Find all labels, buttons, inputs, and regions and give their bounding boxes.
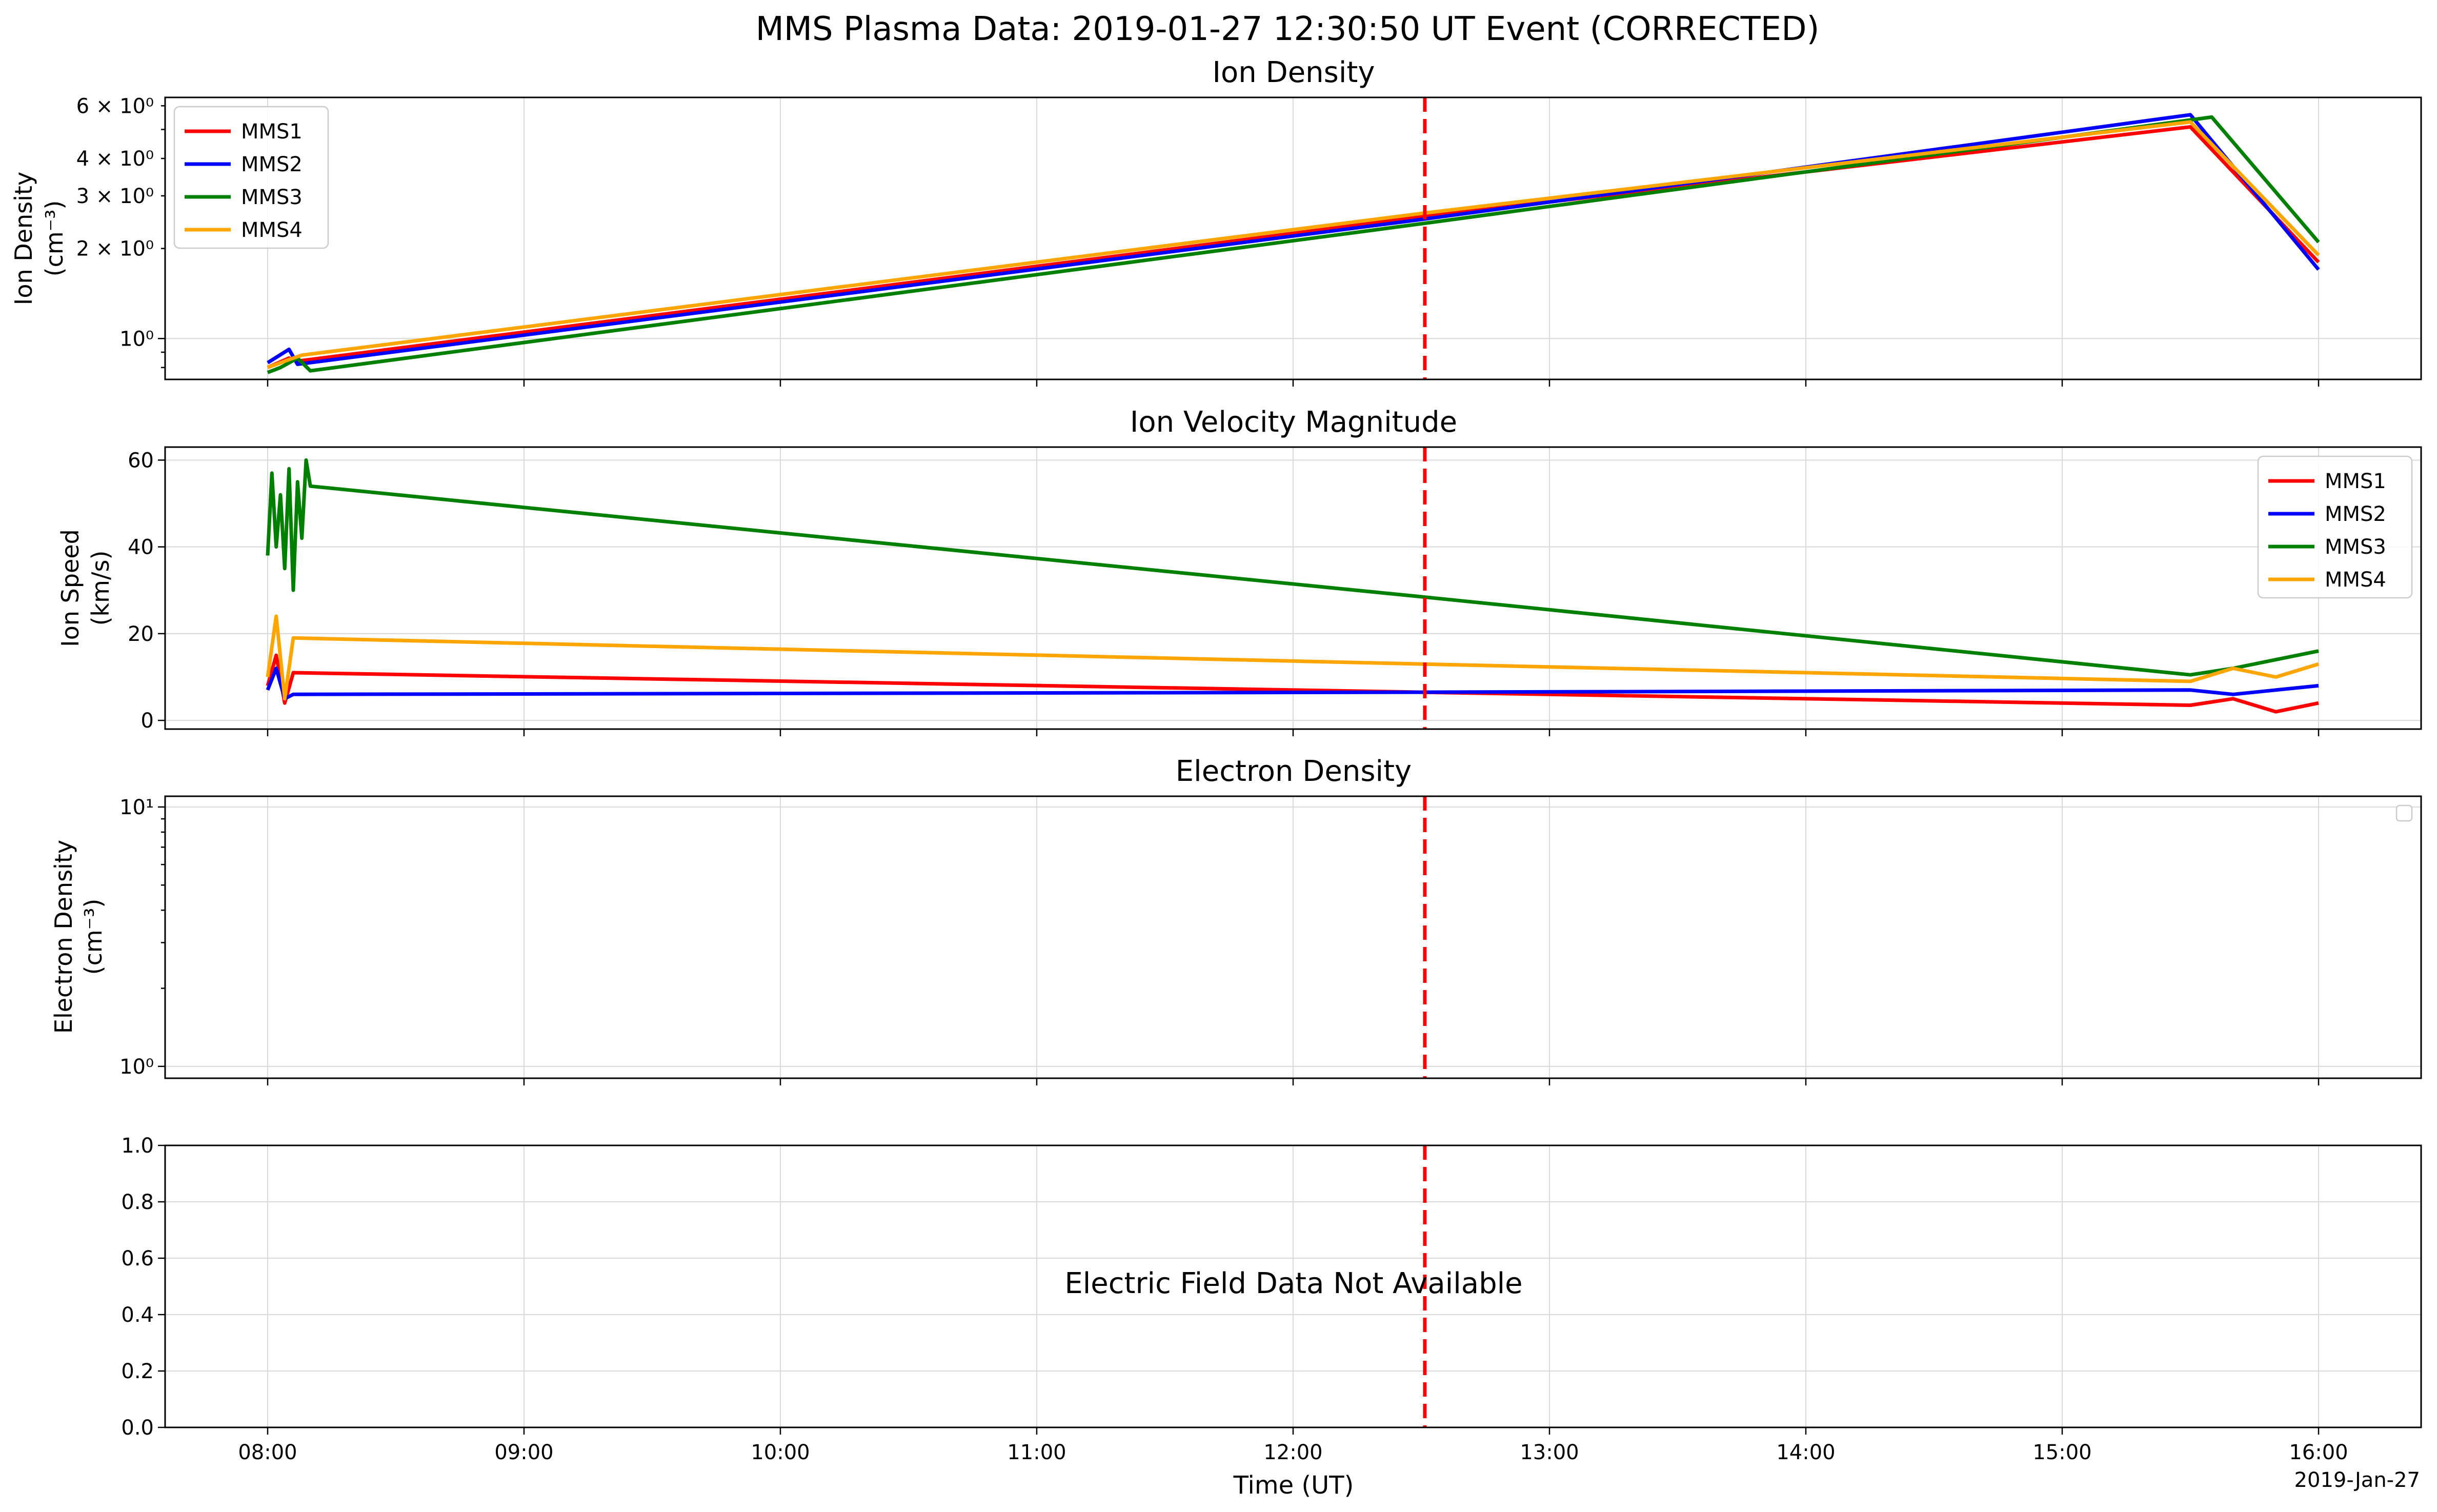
legend-label-mms2: MMS2 (241, 153, 303, 176)
figure-title: MMS Plasma Data: 2019-01-27 12:30:50 UT … (756, 10, 1820, 48)
y-tick-label: 3 × 10⁰ (76, 185, 154, 208)
x-tick-label: 09:00 (494, 1441, 553, 1464)
y-tick-label: 6 × 10⁰ (76, 94, 154, 118)
ion-density-series (267, 97, 2320, 379)
legend-label-mms1: MMS1 (2325, 470, 2386, 493)
electron-density-grid (165, 796, 2421, 1078)
ion-velocity-series (266, 447, 2320, 729)
electron-density-ylabel-line1: Electron Density (50, 840, 77, 1034)
x-tick-label: 08:00 (238, 1441, 297, 1464)
legend-box-empty (2395, 804, 2413, 822)
x-tick-label: 10:00 (751, 1441, 810, 1464)
ion-velocity-ylabel-line2: (km/s) (87, 551, 114, 626)
x-tick-label: 15:00 (2032, 1441, 2091, 1464)
ion-density-ylabel-line2: (cm⁻³) (41, 200, 68, 277)
legend-label-mms3: MMS3 (2325, 535, 2386, 559)
x-tick-label: 11:00 (1007, 1441, 1066, 1464)
electric-field-message: Electric Field Data Not Available (1064, 1267, 1522, 1300)
electron-density-title: Electron Density (1176, 755, 1412, 788)
x-tick-labels: 08:00 09:00 10:00 11:00 12:00 13:00 14:00 15:00… (238, 1441, 2348, 1464)
electron-density-panel: 10⁰ 10¹ Electron Density Electron Density… (50, 755, 2422, 1085)
y-tick-label: 0.2 (121, 1360, 154, 1383)
ion-velocity-title: Ion Velocity Magnitude (1130, 406, 1457, 439)
electric-field-panel: 0.0 0.2 0.4 0.6 0.8 1.0 Electric Field Data N… (121, 1134, 2422, 1440)
y-tick-label: 0.4 (121, 1303, 154, 1327)
series-line-mms4 (267, 120, 2320, 370)
x-tick-label: 16:00 (2289, 1441, 2348, 1464)
x-tick-label: 12:00 (1263, 1441, 1322, 1464)
x-tick-label: 14:00 (1776, 1441, 1835, 1464)
legend-box (173, 106, 329, 249)
legend-label-mms2: MMS2 (2325, 502, 2386, 526)
series-line-mms4 (266, 614, 2320, 701)
legend-box (2257, 455, 2413, 599)
series-line-mms3 (267, 115, 2320, 374)
x-tick-label: 13:00 (1520, 1441, 1579, 1464)
y-tick-label: 0.0 (121, 1416, 154, 1440)
y-tick-label: 10¹ (119, 796, 154, 819)
ion-density-ylabel-line1: Ion Density (10, 172, 37, 305)
y-tick-label: 20 (128, 622, 154, 646)
y-tick-label: 1.0 (121, 1134, 154, 1158)
legend-label-mms4: MMS4 (2325, 568, 2386, 592)
legend: MMS1 MMS2 MMS3 MMS4 (2257, 455, 2413, 599)
ion-velocity-panel: 0 20 40 60 MMS1 MMS2 MMS3 MMS4 Ion Velocity Mag… (56, 406, 2422, 736)
y-tick-label: 0.6 (121, 1247, 154, 1271)
series-line-mms3 (266, 458, 2319, 677)
x-axis-label: Time (UT) (1233, 1471, 1354, 1500)
series-line-mms2 (267, 113, 2320, 366)
y-tick-label: 0 (141, 709, 154, 733)
legend-label-mms1: MMS1 (241, 120, 303, 144)
legend-label-mms4: MMS4 (241, 218, 303, 242)
date-label: 2019-Jan-27 (2294, 1468, 2420, 1492)
y-tick-label: 0.8 (121, 1191, 154, 1214)
ion-velocity-ylabel-line1: Ion Speed (56, 529, 84, 647)
y-tick-label: 4 × 10⁰ (76, 147, 154, 171)
y-tick-label: 60 (128, 449, 154, 472)
electron-density-axes: 10⁰ 10¹ (119, 795, 2422, 1085)
y-tick-label: 10⁰ (119, 327, 154, 351)
electric-field-axes: 0.0 0.2 0.4 0.6 0.8 1.0 (121, 1134, 2422, 1440)
series-line-mms2 (266, 667, 2319, 701)
electron-density-ylabel-line2: (cm⁻³) (79, 899, 107, 975)
legend: MMS1 MMS2 MMS3 MMS4 (173, 106, 329, 249)
ion-density-title: Ion Density (1213, 56, 1375, 89)
y-tick-label: 10⁰ (119, 1055, 154, 1079)
y-tick-label: 2 × 10⁰ (76, 237, 154, 261)
ion-velocity-axes: 0 20 40 60 MMS1 MMS2 MMS3 MMS4 (128, 446, 2422, 736)
y-tick-label: 40 (128, 536, 154, 559)
legend-label-mms3: MMS3 (241, 186, 303, 209)
